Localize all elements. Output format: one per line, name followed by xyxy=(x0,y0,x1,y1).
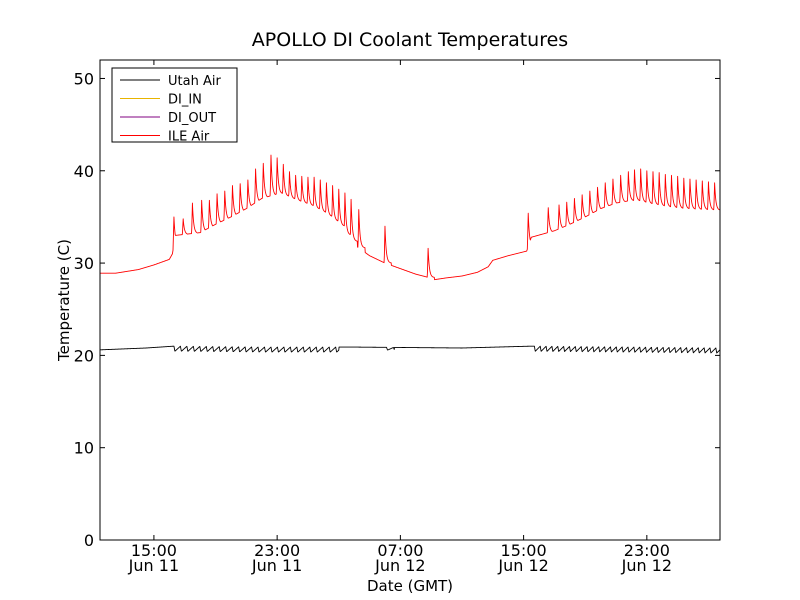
series-layer xyxy=(100,154,720,354)
y-axis: 0 10 20 30 40 50 xyxy=(74,69,720,550)
y-tick-label: 0 xyxy=(84,531,94,550)
y-tick-label: 30 xyxy=(74,254,94,273)
x-axis-label: Date (GMT) xyxy=(367,577,453,595)
y-tick-label: 20 xyxy=(74,346,94,365)
y-tick-label: 50 xyxy=(74,69,94,88)
x-tick-label-date: Jun 12 xyxy=(621,556,672,575)
legend: Utah Air DI_IN DI_OUT ILE Air xyxy=(111,67,238,145)
plot-frame xyxy=(99,59,721,541)
series-line-0 xyxy=(100,345,720,354)
y-tick-label: 10 xyxy=(74,439,94,458)
y-tick-label: 40 xyxy=(74,162,94,181)
x-tick-label-time: 23:00 xyxy=(254,541,300,560)
series-line-3 xyxy=(100,154,720,281)
x-tick-label-date: Jun 12 xyxy=(497,556,548,575)
x-tick-label-time: 15:00 xyxy=(501,541,547,560)
legend-label-3: ILE Air xyxy=(168,130,210,145)
legend-label-2: DI_OUT xyxy=(168,111,216,126)
legend-label-0: Utah Air xyxy=(168,74,221,89)
x-tick-label-time: 07:00 xyxy=(377,541,423,560)
x-tick-label-date: Jun 11 xyxy=(128,556,179,575)
x-tick-label-date: Jun 12 xyxy=(374,556,425,575)
y-axis-label: Temperature (C) xyxy=(55,239,73,362)
chart-title: APOLLO DI Coolant Temperatures xyxy=(252,29,568,51)
x-tick-label-date: Jun 11 xyxy=(251,556,302,575)
legend-label-1: DI_IN xyxy=(168,93,202,108)
x-tick-label-time: 15:00 xyxy=(131,541,177,560)
x-tick-label-time: 23:00 xyxy=(624,541,670,560)
